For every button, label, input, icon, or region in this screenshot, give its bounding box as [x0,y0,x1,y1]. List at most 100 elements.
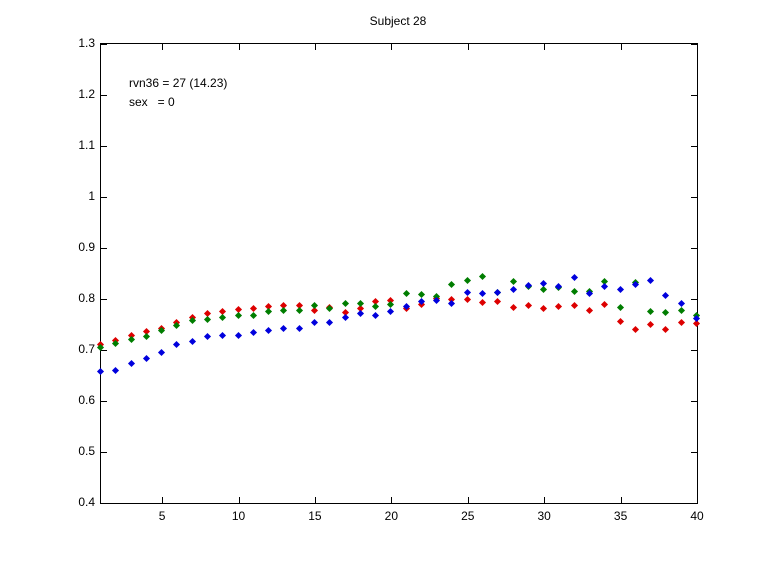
y-tick-mark-right [691,146,697,147]
data-point-red-series [555,303,563,311]
x-tick-mark [162,497,164,503]
y-tick-mark [101,299,107,300]
y-tick-mark-right [691,401,697,402]
data-point-green-series [295,307,303,315]
y-tick-mark-right [691,350,697,351]
x-tick-mark [314,497,316,503]
data-point-green-series [662,309,670,317]
data-point-green-series [509,278,517,286]
data-point-blue-series [372,312,380,320]
data-point-green-series [372,303,380,311]
y-tick-mark [101,95,107,96]
y-tick-mark-right [691,452,697,453]
y-tick-mark [101,248,107,249]
data-point-red-series [631,326,639,334]
y-tick-mark [101,197,107,198]
plot-area: rvn36 = 27 (14.23) sex = 0 5 10 15 20 25 30 35… [78,36,703,523]
data-point-green-series [280,306,288,314]
data-point-red-series [524,302,532,310]
x-tick-label: 15 [308,509,322,523]
data-point-green-series [387,301,395,309]
y-tick-mark [101,452,107,453]
y-tick-mark [101,503,107,504]
y-tick-mark-right [691,248,697,249]
data-point-red-series [540,305,548,313]
x-tick-mark-top [314,44,316,50]
data-point-blue-series [265,326,273,334]
x-tick-mark-top [467,44,469,50]
y-tick-mark-right [691,44,697,45]
data-point-green-series [265,307,273,315]
y-tick-label: 0.9 [78,240,95,254]
data-point-blue-series [310,319,318,327]
x-tick-label: 35 [613,509,628,523]
data-point-blue-series [616,286,624,294]
data-point-red-series [463,295,471,303]
y-tick-label: 0.6 [78,393,95,407]
data-point-blue-series [601,282,609,290]
x-tick-mark-top [162,44,164,50]
data-point-blue-series [188,338,196,346]
annotation-text: rvn36 = 27 (14.23) sex = 0 [129,74,227,112]
data-point-red-series [647,320,655,328]
y-tick-label: 1.1 [78,138,95,152]
y-tick-mark [101,44,107,45]
x-tick-label: 10 [231,509,246,523]
data-point-red-series [249,304,257,312]
y-tick-label: 1.3 [78,36,95,50]
data-point-red-series [509,303,517,311]
annotation-line-2: sex = 0 [129,95,175,109]
x-tick-mark [697,497,698,503]
x-tick-label: 40 [690,509,704,523]
y-tick-label: 0.4 [78,495,95,509]
data-point-blue-series [112,366,120,374]
y-tick-mark-right [691,197,697,198]
x-tick-label: 5 [158,509,166,523]
annotation-line-1: rvn36 = 27 (14.23) [129,76,228,90]
data-point-green-series [188,317,196,325]
data-point-blue-series [234,331,242,339]
data-point-red-series [494,298,502,306]
data-point-green-series [234,311,242,319]
data-point-blue-series [509,286,517,294]
chart-title: Subject 28 [369,14,427,28]
data-point-blue-series [142,355,150,363]
x-tick-label: 30 [537,509,551,523]
data-point-blue-series [96,367,105,375]
x-tick-label: 25 [461,509,475,523]
x-tick-mark-top [544,44,546,50]
data-point-green-series [540,286,548,294]
data-point-red-series [662,325,670,333]
x-tick-mark-top [620,44,622,50]
y-tick-label: 0.8 [78,291,95,305]
x-tick-mark-top [238,44,240,50]
data-point-red-series [570,302,578,310]
data-point-green-series [341,299,349,307]
data-point-blue-series [249,329,257,337]
data-point-blue-series [494,288,502,296]
x-tick-mark [391,497,393,503]
y-tick-mark-right [691,299,697,300]
x-tick-mark [238,497,240,503]
data-point-green-series [249,311,257,319]
data-point-blue-series [341,313,349,321]
data-point-blue-series [677,299,685,307]
y-tick-mark [101,350,107,351]
data-point-green-series [219,314,227,322]
x-tick-mark [620,497,622,503]
data-point-green-series [479,273,487,281]
data-point-blue-series [295,325,303,333]
data-point-blue-series [280,325,288,333]
data-point-blue-series [540,279,548,287]
y-tick-label: 0.7 [78,342,95,356]
data-point-blue-series [203,333,212,341]
data-point-blue-series [463,289,471,297]
data-point-red-series [479,298,487,306]
data-point-red-series [616,317,624,325]
data-point-green-series [448,281,456,289]
data-point-blue-series [127,359,135,367]
data-point-blue-series [448,299,456,307]
data-point-green-series [142,332,150,340]
data-point-blue-series [356,309,364,317]
data-point-blue-series [570,274,578,282]
